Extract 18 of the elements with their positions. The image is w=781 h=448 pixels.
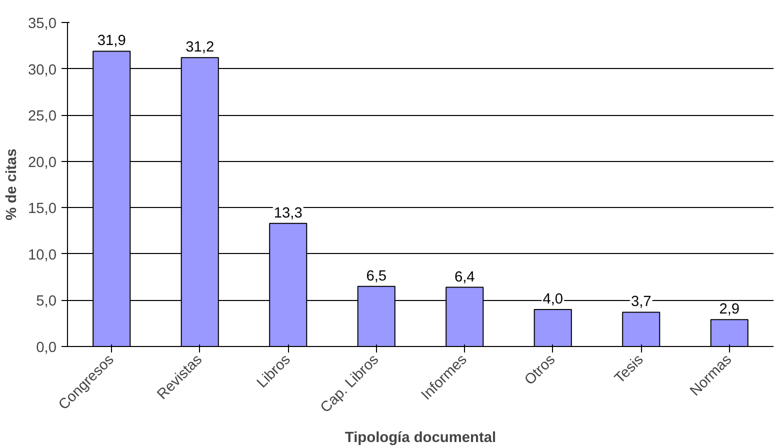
y-tick-label: 15,0: [28, 201, 57, 218]
y-tick-label: 35,0: [28, 16, 57, 32]
y-tick-label: 10,0: [28, 247, 57, 264]
data-label: 31,9: [97, 33, 126, 50]
data-label: 6,4: [454, 269, 475, 286]
data-label: 31,2: [186, 40, 214, 56]
data-label: 2,9: [719, 302, 740, 318]
y-tick-label: 25,0: [28, 108, 57, 125]
x-axis-title: Tipología documental: [344, 430, 496, 446]
y-tick-label: 20,0: [28, 154, 57, 171]
y-tick-label: 0,0: [36, 340, 56, 356]
data-label: 6,5: [366, 268, 387, 284]
y-axis-title: % de citas: [4, 148, 20, 220]
data-label: 4,0: [542, 291, 564, 308]
data-label: 13,3: [274, 205, 302, 222]
data-label: 3,7: [630, 294, 652, 310]
y-tick-label: 5,0: [36, 294, 56, 310]
y-tick-label: 30,0: [28, 62, 57, 78]
